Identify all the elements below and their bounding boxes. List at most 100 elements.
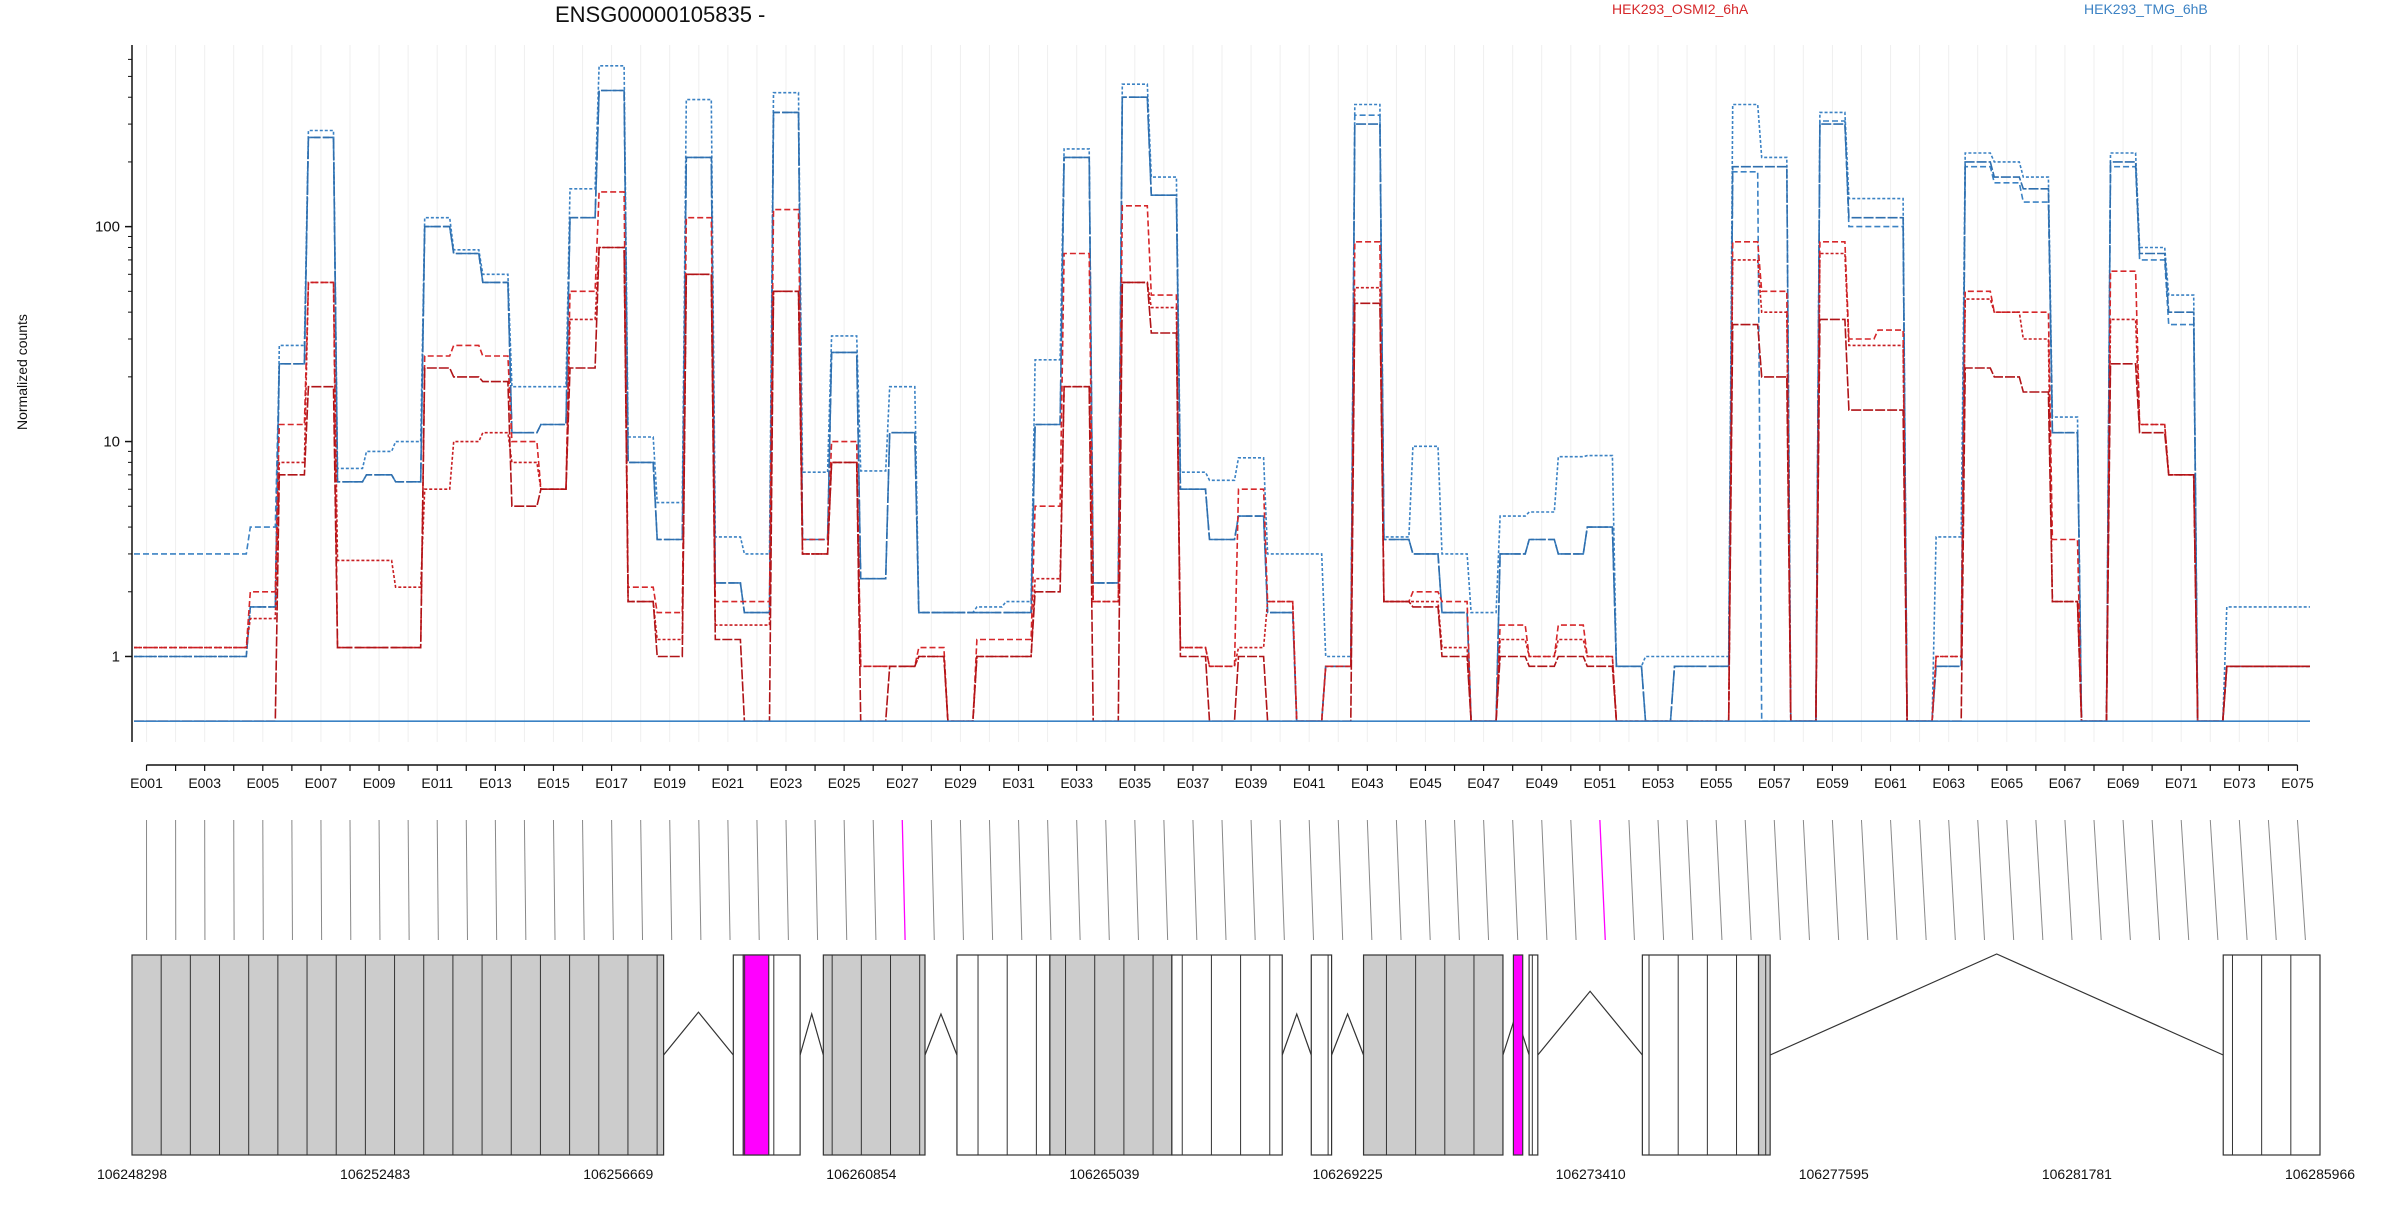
genomic-coordinate-label: 106273410 xyxy=(1556,1166,1626,1182)
x-tick-label: E013 xyxy=(479,775,512,791)
exon-connector xyxy=(2181,820,2189,940)
x-tick-label: E071 xyxy=(2165,775,2198,791)
exon-connector xyxy=(1861,820,1867,940)
x-tick-label: E053 xyxy=(1642,775,1675,791)
exon-connector xyxy=(292,820,293,940)
intron-line xyxy=(800,1014,823,1055)
y-tick-label: 1 xyxy=(112,648,120,665)
exon-connector xyxy=(583,820,585,940)
exon-connector xyxy=(1280,820,1284,940)
highlighted-exon xyxy=(743,955,769,1155)
x-tick-label: E073 xyxy=(2223,775,2256,791)
exon-block xyxy=(1364,955,1503,1155)
exon-connector xyxy=(1164,820,1168,940)
exon-block xyxy=(1172,955,1282,1155)
x-tick-label: E023 xyxy=(770,775,803,791)
exon-connector xyxy=(873,820,876,940)
genomic-coordinate-label: 106265039 xyxy=(1069,1166,1139,1182)
intron-line xyxy=(1538,991,1643,1055)
exon-connector xyxy=(1600,820,1605,940)
x-tick-label: E007 xyxy=(305,775,338,791)
exon-connector xyxy=(2036,820,2043,940)
exon-connector xyxy=(641,820,643,940)
exon-connector xyxy=(1978,820,1985,940)
exon-connector xyxy=(437,820,438,940)
x-tick-label: E015 xyxy=(537,775,570,791)
intron-line xyxy=(1770,954,2223,1055)
exon-connector xyxy=(1048,820,1051,940)
x-tick-label: E019 xyxy=(653,775,686,791)
highlighted-exon xyxy=(1513,955,1522,1155)
x-tick-label: E045 xyxy=(1409,775,1442,791)
exon-connector xyxy=(902,820,905,940)
exon-connector xyxy=(1803,820,1809,940)
exon-connector xyxy=(2297,820,2305,940)
exon-connector xyxy=(960,820,963,940)
x-tick-label: E059 xyxy=(1816,775,1849,791)
genomic-coordinate-label: 106256669 xyxy=(583,1166,653,1182)
x-tick-label: E075 xyxy=(2281,775,2314,791)
x-tick-label: E055 xyxy=(1700,775,1733,791)
exon-connector xyxy=(1019,820,1022,940)
x-tick-label: E043 xyxy=(1351,775,1384,791)
exon-connector xyxy=(844,820,847,940)
exon-connector xyxy=(699,820,701,940)
exon-connector xyxy=(2210,820,2218,940)
exon-connector xyxy=(1832,820,1838,940)
genomic-coordinate-label: 106252483 xyxy=(340,1166,410,1182)
gene-title: ENSG00000105835 - xyxy=(555,2,765,28)
exon-connector xyxy=(466,820,467,940)
exon-connector xyxy=(1513,820,1518,940)
exon-connector xyxy=(1309,820,1313,940)
exon-connector xyxy=(1629,820,1634,940)
x-tick-label: E021 xyxy=(712,775,745,791)
exon-connector xyxy=(2123,820,2130,940)
exon-connector xyxy=(931,820,934,940)
x-tick-label: E037 xyxy=(1177,775,1210,791)
exon-connector xyxy=(408,820,409,940)
legend-entry-osmi2: HEK293_OSMI2_6hA xyxy=(1612,1,1748,17)
x-tick-label: E065 xyxy=(1990,775,2023,791)
exon-connector xyxy=(2268,820,2276,940)
x-tick-label: E049 xyxy=(1525,775,1558,791)
exon-connector xyxy=(2007,820,2014,940)
exon-connector xyxy=(1716,820,1722,940)
exon-connector xyxy=(1891,820,1897,940)
exon-connector xyxy=(1193,820,1197,940)
x-tick-label: E031 xyxy=(1002,775,1035,791)
y-tick-label: 10 xyxy=(103,434,120,451)
exon-connector xyxy=(757,820,759,940)
exon-connector xyxy=(1920,820,1927,940)
x-tick-label: E017 xyxy=(595,775,628,791)
exon-connector xyxy=(670,820,672,940)
intron-line xyxy=(1282,1014,1311,1055)
y-tick-label: 100 xyxy=(95,219,120,236)
genomic-coordinate-label: 106285966 xyxy=(2285,1166,2355,1182)
exon-connector xyxy=(1455,820,1460,940)
x-tick-label: E069 xyxy=(2107,775,2140,791)
genomic-coordinate-label: 106269225 xyxy=(1313,1166,1383,1182)
exon-block xyxy=(1759,955,1771,1155)
x-tick-label: E027 xyxy=(886,775,919,791)
exon-connector xyxy=(1949,820,1956,940)
genomic-coordinate-label: 106277595 xyxy=(1799,1166,1869,1182)
exon-connector xyxy=(321,820,322,940)
intron-line xyxy=(664,1012,734,1055)
exon-connector xyxy=(2094,820,2101,940)
x-tick-label: E057 xyxy=(1758,775,1791,791)
genomic-coordinate-label: 106248298 xyxy=(97,1166,167,1182)
exon-block xyxy=(2223,955,2320,1155)
exon-connector xyxy=(1774,820,1780,940)
x-tick-label: E001 xyxy=(130,775,163,791)
exon-connector xyxy=(1077,820,1080,940)
exon-connector xyxy=(524,820,525,940)
y-axis-label: Normalized counts xyxy=(14,314,30,430)
x-tick-label: E025 xyxy=(828,775,861,791)
exon-connector xyxy=(1484,820,1489,940)
exon-connector xyxy=(786,820,788,940)
exon-connector xyxy=(1425,820,1430,940)
exon-connector xyxy=(1338,820,1342,940)
legend-entry-tmg: HEK293_TMG_6hB xyxy=(2084,1,2208,17)
